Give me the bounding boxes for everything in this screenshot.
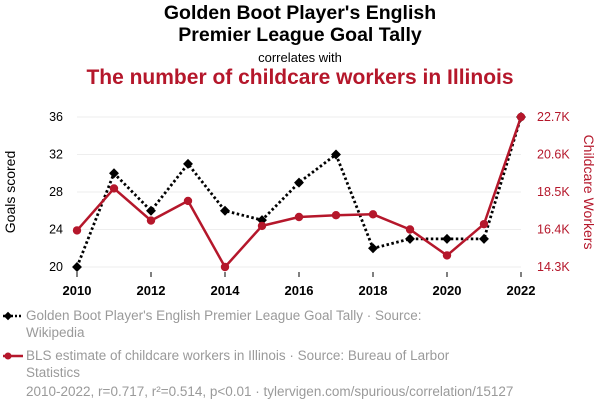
data-point-childcare (220, 262, 230, 272)
axes: 20 24 28 32 36 14.3K 16.4K 18.5K 20.6K 22.7K 2010 2… (2, 110, 597, 298)
x-tick-label: 2018 (359, 283, 388, 298)
x-tick-label: 2022 (507, 283, 536, 298)
legend-label-goals: Golden Boot Player's English Premier Lea… (26, 308, 422, 340)
data-point-goals (294, 177, 304, 188)
data-point-childcare (183, 196, 193, 206)
footer-stats: 2010-2022, r=0.717, r²=0.514, p<0.01 · t… (26, 384, 514, 399)
y-left-tick-label: 28 (49, 185, 63, 199)
data-point-childcare (368, 210, 378, 219)
legend-label-childcare: BLS estimate of childcare workers in Ill… (26, 348, 450, 380)
data-point-goals (109, 168, 119, 179)
data-point-childcare (294, 212, 304, 222)
data-point-childcare (479, 219, 489, 229)
data-point-childcare (109, 184, 119, 193)
x-tick-label: 2012 (137, 283, 166, 298)
chart-title-secondary: The number of childcare workers in Illin… (86, 66, 514, 89)
data-point-goals (146, 205, 156, 216)
data-point-goals (331, 149, 341, 160)
chart-title-line1: Golden Boot Player's English (163, 2, 437, 24)
y-left-tick-label: 32 (49, 148, 63, 162)
y-left-axis-title: Goals scored (2, 151, 18, 233)
y-right-tick-label: 18.5K (537, 185, 570, 199)
data-point-goals (442, 233, 452, 244)
data-point-goals (368, 243, 378, 254)
x-tick-label: 2020 (433, 283, 462, 298)
data-point-goals (405, 233, 415, 244)
data-point-childcare (405, 225, 415, 234)
legend-swatch-childcare (3, 352, 23, 360)
data-point-childcare (331, 211, 341, 220)
y-left-tick-label: 36 (49, 110, 63, 124)
data-point-childcare (442, 251, 452, 260)
gridlines (77, 116, 521, 268)
data-point-goals (220, 205, 230, 216)
data-point-childcare (257, 221, 267, 231)
data-point-childcare (146, 216, 156, 225)
data-point-goals (183, 158, 193, 169)
series-layer (72, 112, 526, 272)
x-tick-label: 2010 (63, 283, 92, 298)
y-right-tick-label: 22.7K (537, 110, 570, 124)
x-tick-label: 2014 (211, 283, 241, 298)
data-point-childcare (516, 112, 526, 122)
y-right-tick-label: 20.6K (537, 148, 570, 162)
y-left-tick-label: 24 (49, 223, 63, 237)
data-point-childcare (72, 226, 82, 235)
chart-title-line2: Premier League Goal Tally (178, 24, 422, 46)
chart-title: Golden Boot Player's English Premier Lea… (0, 2, 600, 46)
legend-swatch-goals (3, 311, 23, 321)
data-point-goals (72, 262, 82, 272)
correlates-with-text: correlates with (258, 50, 342, 65)
y-right-axis-title: Childcare Workers (581, 135, 597, 250)
y-left-tick-label: 20 (49, 260, 63, 274)
y-right-tick-label: 14.3K (537, 260, 570, 274)
data-point-goals (479, 233, 489, 244)
x-tick-label: 2016 (285, 283, 314, 298)
y-right-tick-label: 16.4K (537, 223, 570, 237)
